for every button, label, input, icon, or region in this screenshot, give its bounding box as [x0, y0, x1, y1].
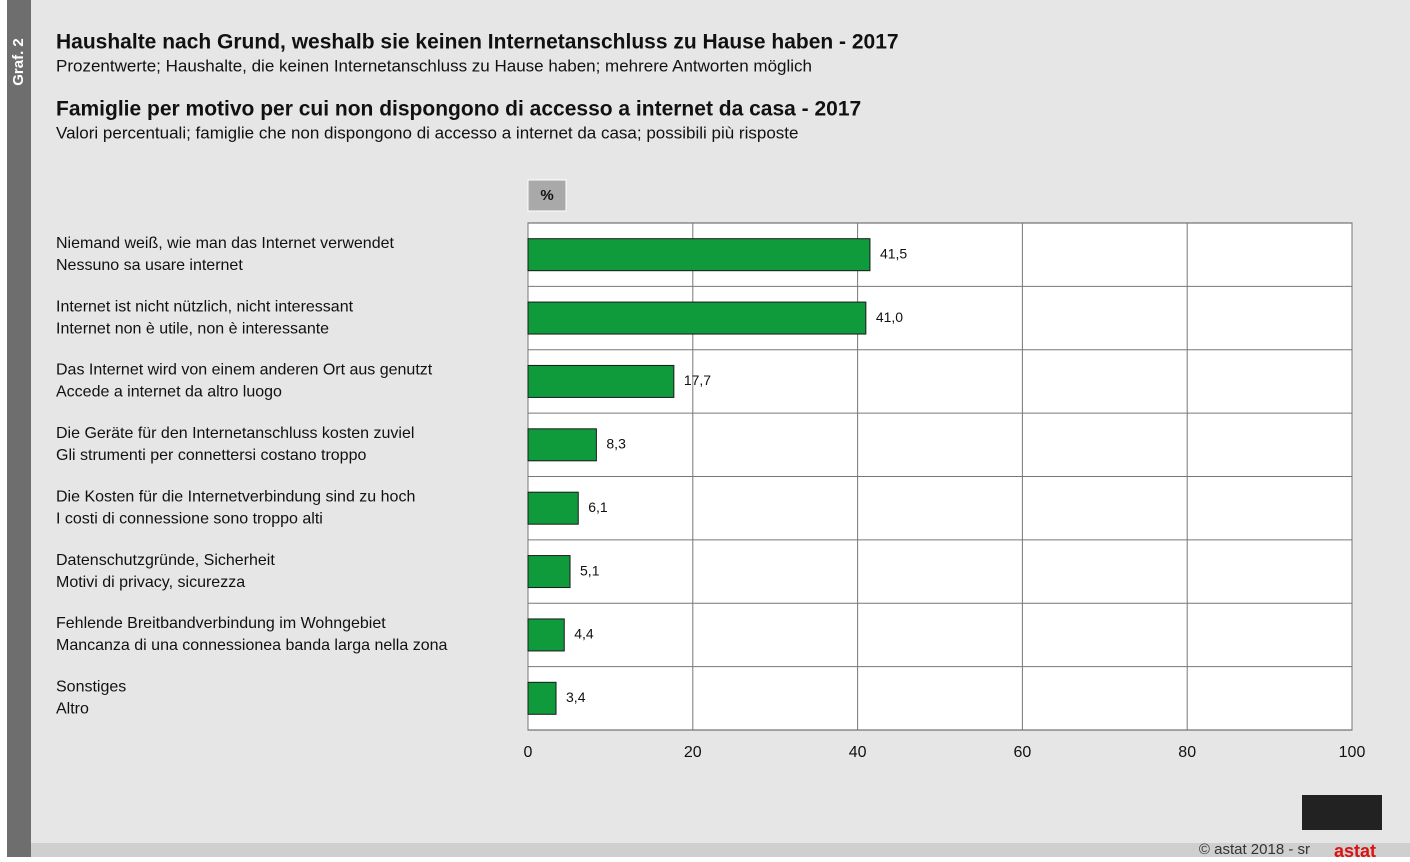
category-label: Das Internet wird von einem anderen Ort …: [56, 362, 433, 379]
footer: © astat 2018 - sr: [1199, 841, 1310, 857]
x-tick-label: 100: [1339, 744, 1366, 761]
title-it: Famiglie per motivo per cui non dispongo…: [56, 98, 861, 121]
category-label-it: I costi di connessione sono troppo alti: [56, 510, 323, 527]
bar: [527, 238, 871, 272]
category-label: Die Kosten für die Internetverbindung si…: [56, 488, 415, 505]
value-label: 3,4: [566, 689, 586, 705]
category-label: Internet ist nicht nützlich, nicht inter…: [56, 298, 354, 315]
side-strip: [7, 0, 31, 857]
bar: [527, 555, 571, 589]
margin: [0, 0, 7, 857]
subtitle-it: Valori percentuali; famiglie che non dis…: [56, 123, 798, 142]
logo: astat: [1334, 841, 1376, 857]
category-label: Datenschutzgründe, Sicherheit: [56, 552, 275, 569]
figure-label: Graf. 2: [10, 38, 27, 86]
logo-icon: [1302, 795, 1382, 830]
bar: [527, 491, 579, 525]
category-label-it: Accede a internet da altro luogo: [56, 384, 282, 401]
bar: [527, 618, 565, 652]
x-tick-label: 60: [1014, 744, 1032, 761]
value-label: 41,5: [880, 245, 907, 261]
x-tick-label: 0: [524, 744, 533, 761]
category-label-it: Internet non è utile, non è interessante: [56, 320, 329, 337]
category-label-it: Nessuno sa usare internet: [56, 257, 243, 274]
value-label: 41,0: [876, 309, 903, 325]
category-label-it: Gli strumenti per connettersi costano tr…: [56, 447, 366, 464]
bar: [527, 681, 557, 715]
x-tick-label: 80: [1178, 744, 1196, 761]
value-label: 6,1: [588, 499, 608, 515]
bar: [527, 428, 597, 462]
x-tick-label: 20: [684, 744, 702, 761]
title: Haushalte nach Grund, weshalb sie keinen…: [56, 31, 899, 54]
category-label: Niemand weiß, wie man das Internet verwe…: [56, 235, 394, 252]
category-label-it: Altro: [56, 701, 89, 718]
unit-box: [527, 179, 567, 212]
category-label: Sonstiges: [56, 679, 126, 696]
category-label-it: Mancanza di una connessionea banda larga…: [56, 637, 448, 654]
category-label: Fehlende Breitbandverbindung im Wohngebi…: [56, 615, 386, 632]
category-label: Die Geräte für den Internetanschluss kos…: [56, 425, 414, 442]
value-label: 4,4: [574, 626, 594, 642]
bar: [527, 364, 675, 398]
value-label: 17,7: [684, 372, 711, 388]
unit-label: %: [540, 187, 553, 204]
bar: [527, 301, 867, 335]
subtitle: Prozentwerte; Haushalte, die keinen Inte…: [56, 56, 812, 75]
x-tick-label: 40: [849, 744, 867, 761]
value-label: 5,1: [580, 562, 600, 578]
category-label-it: Motivi di privacy, sicurezza: [56, 574, 245, 591]
value-label: 8,3: [606, 436, 626, 452]
bottom-strip: [31, 843, 1410, 857]
